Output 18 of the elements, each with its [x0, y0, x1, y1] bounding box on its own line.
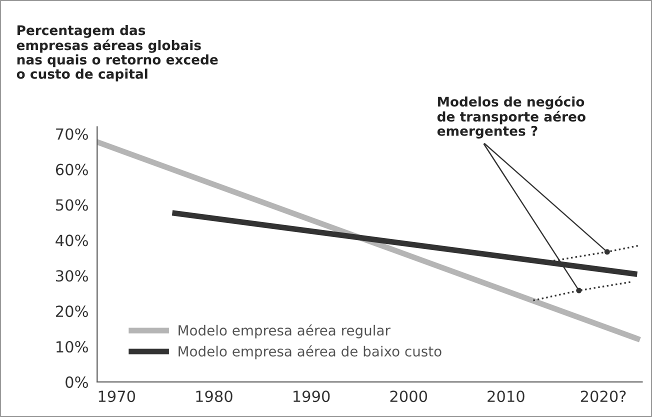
x-tick-label: 2020?: [580, 390, 626, 402]
x-tick-label: 2000: [390, 390, 428, 402]
y-tick-label: 60%: [56, 164, 88, 176]
y-tick-label: 20%: [56, 306, 88, 318]
y-tick-label: 40%: [56, 234, 88, 246]
x-tick-label: 1980: [196, 390, 232, 402]
legend-label: Modelo empresa aérea de baixo custo: [178, 345, 442, 360]
y-tick-label: 0%: [66, 376, 88, 388]
legend-label: Modelo empresa aérea regular: [178, 324, 390, 338]
x-tick-label: 1990: [294, 390, 330, 402]
y-tick-label: 30%: [56, 270, 88, 282]
annotation: Modelos de negócio de transporte aéreo emergentes ?: [437, 96, 586, 139]
x-tick-label: 1970: [98, 390, 136, 402]
chart-title: Percentagem das empresas aéreas globais nas quais o retorno excede o custo de capital: [16, 25, 218, 82]
y-tick-label: 50%: [56, 199, 88, 211]
x-tick-label: 2010: [488, 390, 524, 402]
y-tick-label: 70%: [56, 128, 88, 140]
y-tick-label: 10%: [56, 340, 88, 353]
